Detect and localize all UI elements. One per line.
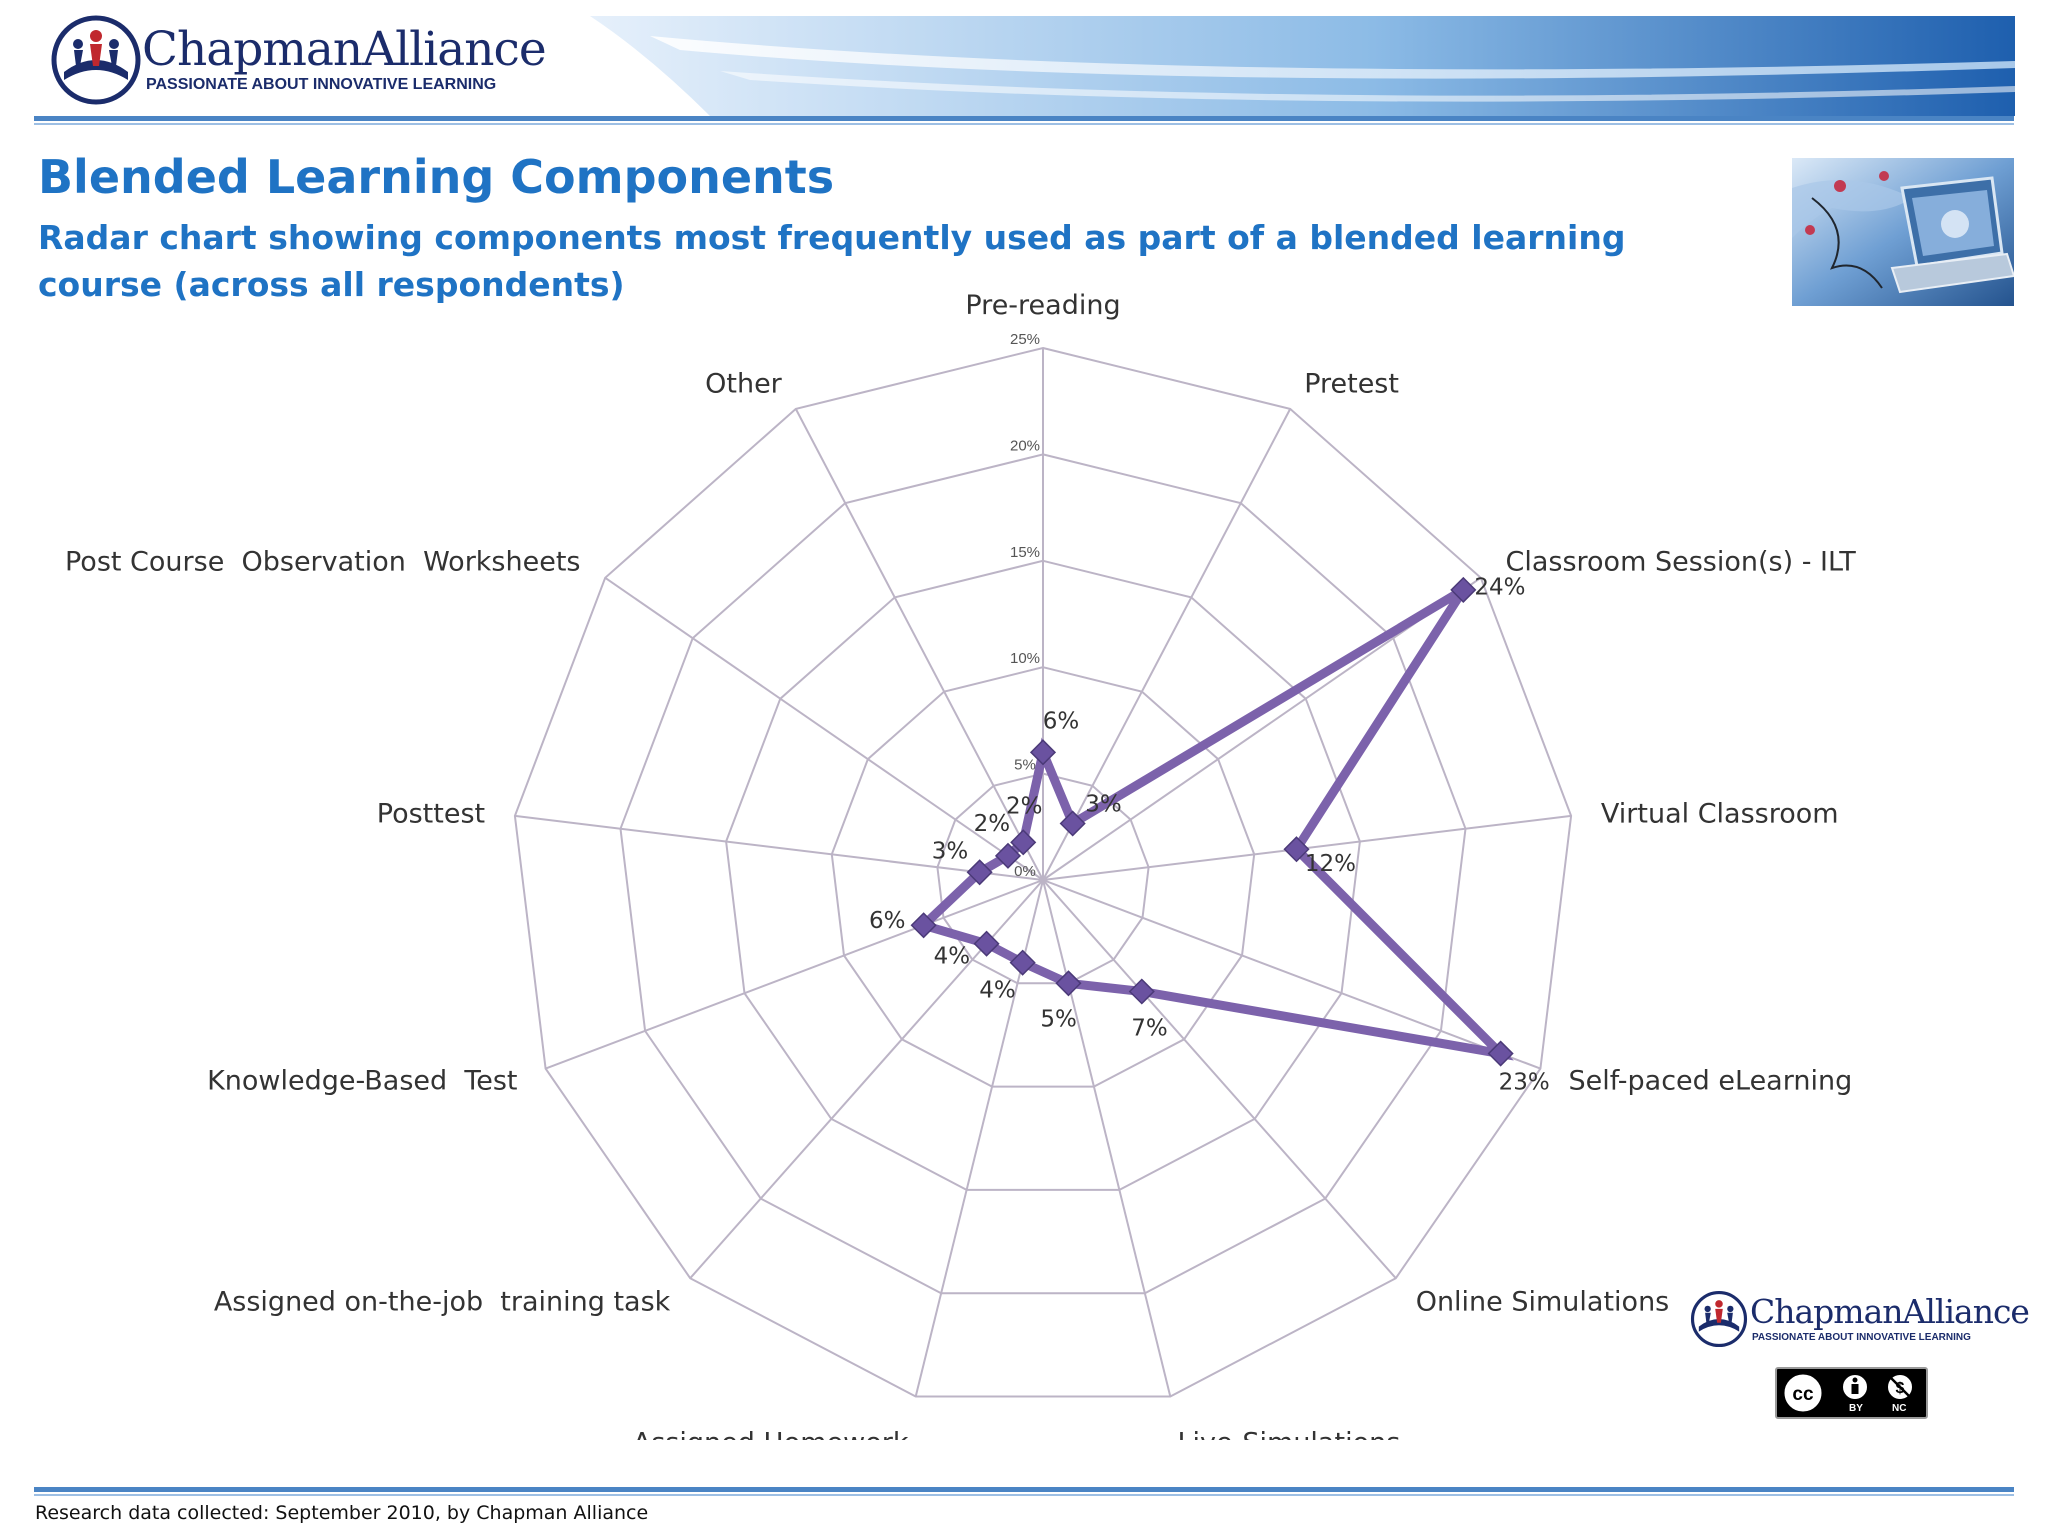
radial-tick-label: 10%: [1010, 650, 1040, 667]
category-label: Pre-reading: [965, 290, 1120, 321]
data-point-marker: [966, 859, 993, 886]
category-label: Online Simulations: [1416, 1287, 1670, 1318]
header-rule-thin: [34, 123, 2014, 125]
category-label: Pretest: [1304, 368, 1399, 399]
svg-text:cc: cc: [1792, 1384, 1814, 1405]
data-label: 6%: [869, 908, 906, 934]
footer-rule-thin: [34, 1494, 2014, 1496]
footer-rule: [34, 1487, 2014, 1492]
data-point-marker: [1059, 810, 1086, 837]
category-label: Other: [705, 368, 783, 399]
data-point-marker: [1487, 1040, 1514, 1067]
data-label: 12%: [1305, 851, 1356, 877]
source-note: Research data collected: September 2010,…: [35, 1502, 649, 1524]
radial-tick-label: 0%: [1014, 863, 1036, 880]
data-label: 23%: [1499, 1070, 1550, 1096]
radial-tick-label: 5%: [1014, 757, 1036, 774]
data-label: 3%: [932, 839, 969, 865]
cc-by-label: BY: [1849, 1403, 1863, 1414]
footer-brand-logo-block: ChapmanAlliance PASSIONATE ABOUT INNOVAT…: [1690, 1290, 2030, 1350]
data-point-marker: [973, 930, 1000, 957]
category-label: Knowledge-Based Test: [207, 1065, 517, 1096]
data-point-marker: [1128, 978, 1155, 1005]
data-label: 7%: [1131, 1015, 1168, 1041]
data-point-marker: [1029, 739, 1057, 766]
radial-tick-label: 15%: [1010, 544, 1040, 561]
header-rule: [34, 116, 2014, 121]
radar-markers: [910, 576, 1514, 1067]
data-label: 5%: [1040, 1007, 1077, 1033]
grid-spoke: [1042, 879, 1541, 1070]
slide-subtitle: Radar chart showing components most freq…: [38, 218, 1626, 304]
data-label: 4%: [934, 944, 971, 970]
brand-tagline: PASSIONATE ABOUT INNOVATIVE LEARNING: [146, 76, 497, 93]
radial-tick-label: 20%: [1010, 437, 1040, 454]
grid-spoke: [1042, 879, 1172, 1397]
slide-title: Blended Learning Components: [38, 150, 835, 204]
brand-logo-block: ChapmanAlliance PASSIONATE ABOUT INNOVAT…: [50, 14, 547, 109]
grid-spoke: [1042, 879, 1397, 1279]
grid-ring: [725, 559, 1361, 1191]
category-label: Posttest: [377, 798, 485, 829]
cc-nc-label: NC: [1892, 1403, 1907, 1414]
slide-header: ChapmanAlliance PASSIONATE ABOUT INNOVAT…: [0, 0, 2048, 130]
category-label: Post Course Observation Worksheets: [65, 547, 581, 578]
data-point-marker: [1009, 949, 1036, 976]
grid-spoke: [514, 814, 1044, 881]
noncommercial-icon: $: [1886, 1373, 1914, 1401]
data-point-marker: [910, 912, 937, 939]
grid-ring: [936, 772, 1150, 985]
footer-brand-name: ChapmanAlliance: [1750, 1292, 2030, 1331]
category-label: Virtual Classroom: [1601, 798, 1839, 829]
attribution-icon: [1841, 1373, 1869, 1401]
radar-data-labels: 6%3%24%12%23%7%5%4%4%6%3%2%2%: [869, 575, 1550, 1096]
chapman-alliance-logo-icon: [51, 15, 141, 105]
radar-spokes: [514, 348, 1572, 1397]
laptop-globe-photo: [1792, 158, 2014, 306]
brand-name: ChapmanAlliance: [142, 22, 547, 77]
data-label: 24%: [1474, 575, 1525, 601]
radar-grid: [513, 346, 1573, 1398]
category-label: Assigned Homework: [633, 1428, 909, 1440]
chapman-alliance-small-logo-icon: [1690, 1290, 1748, 1348]
data-label: 4%: [979, 977, 1016, 1003]
data-label: 3%: [1085, 792, 1122, 818]
data-label: 2%: [974, 811, 1011, 837]
header-swoosh-graphic: [590, 16, 2015, 116]
category-label: Classroom Session(s) - ILT: [1506, 547, 1857, 578]
grid-spoke: [545, 879, 1044, 1070]
grid-ring: [513, 346, 1573, 1398]
grid-ring: [830, 666, 1256, 1088]
data-label: 6%: [1043, 708, 1080, 734]
radar-category-labels: Pre-reading Pretest Classroom Session(s) -…: [65, 290, 1856, 1440]
category-label: Live-Simulations: [1178, 1428, 1401, 1440]
grid-spoke: [604, 576, 1044, 881]
creative-commons-badge[interactable]: cc $ BY NC: [1775, 1367, 1928, 1419]
grid-spoke: [1042, 408, 1292, 881]
category-label: Assigned on-the-job training task: [214, 1287, 671, 1318]
footer-brand-tagline: PASSIONATE ABOUT INNOVATIVE LEARNING: [1752, 1332, 1971, 1343]
radial-tick-label: 25%: [1010, 331, 1040, 348]
radar-tick-labels: 0% 5% 10% 15% 20% 25%: [1010, 331, 1040, 880]
data-point-marker: [1055, 970, 1082, 997]
data-point-marker: [1450, 576, 1477, 603]
category-label: Self-paced eLearning: [1569, 1065, 1853, 1096]
data-point-marker: [1010, 829, 1037, 856]
grid-spoke: [794, 408, 1044, 881]
data-label: 2%: [1006, 794, 1043, 820]
data-point-marker: [994, 842, 1022, 869]
creative-commons-icon: cc: [1781, 1371, 1825, 1415]
radar-chart: 0% 5% 10% 15% 20% 25% 6% 3% 24% 12% 23% 7% 5% 4% 4% 6%…: [65, 290, 1856, 1440]
data-point-marker: [1283, 836, 1310, 863]
grid-ring: [619, 453, 1467, 1295]
